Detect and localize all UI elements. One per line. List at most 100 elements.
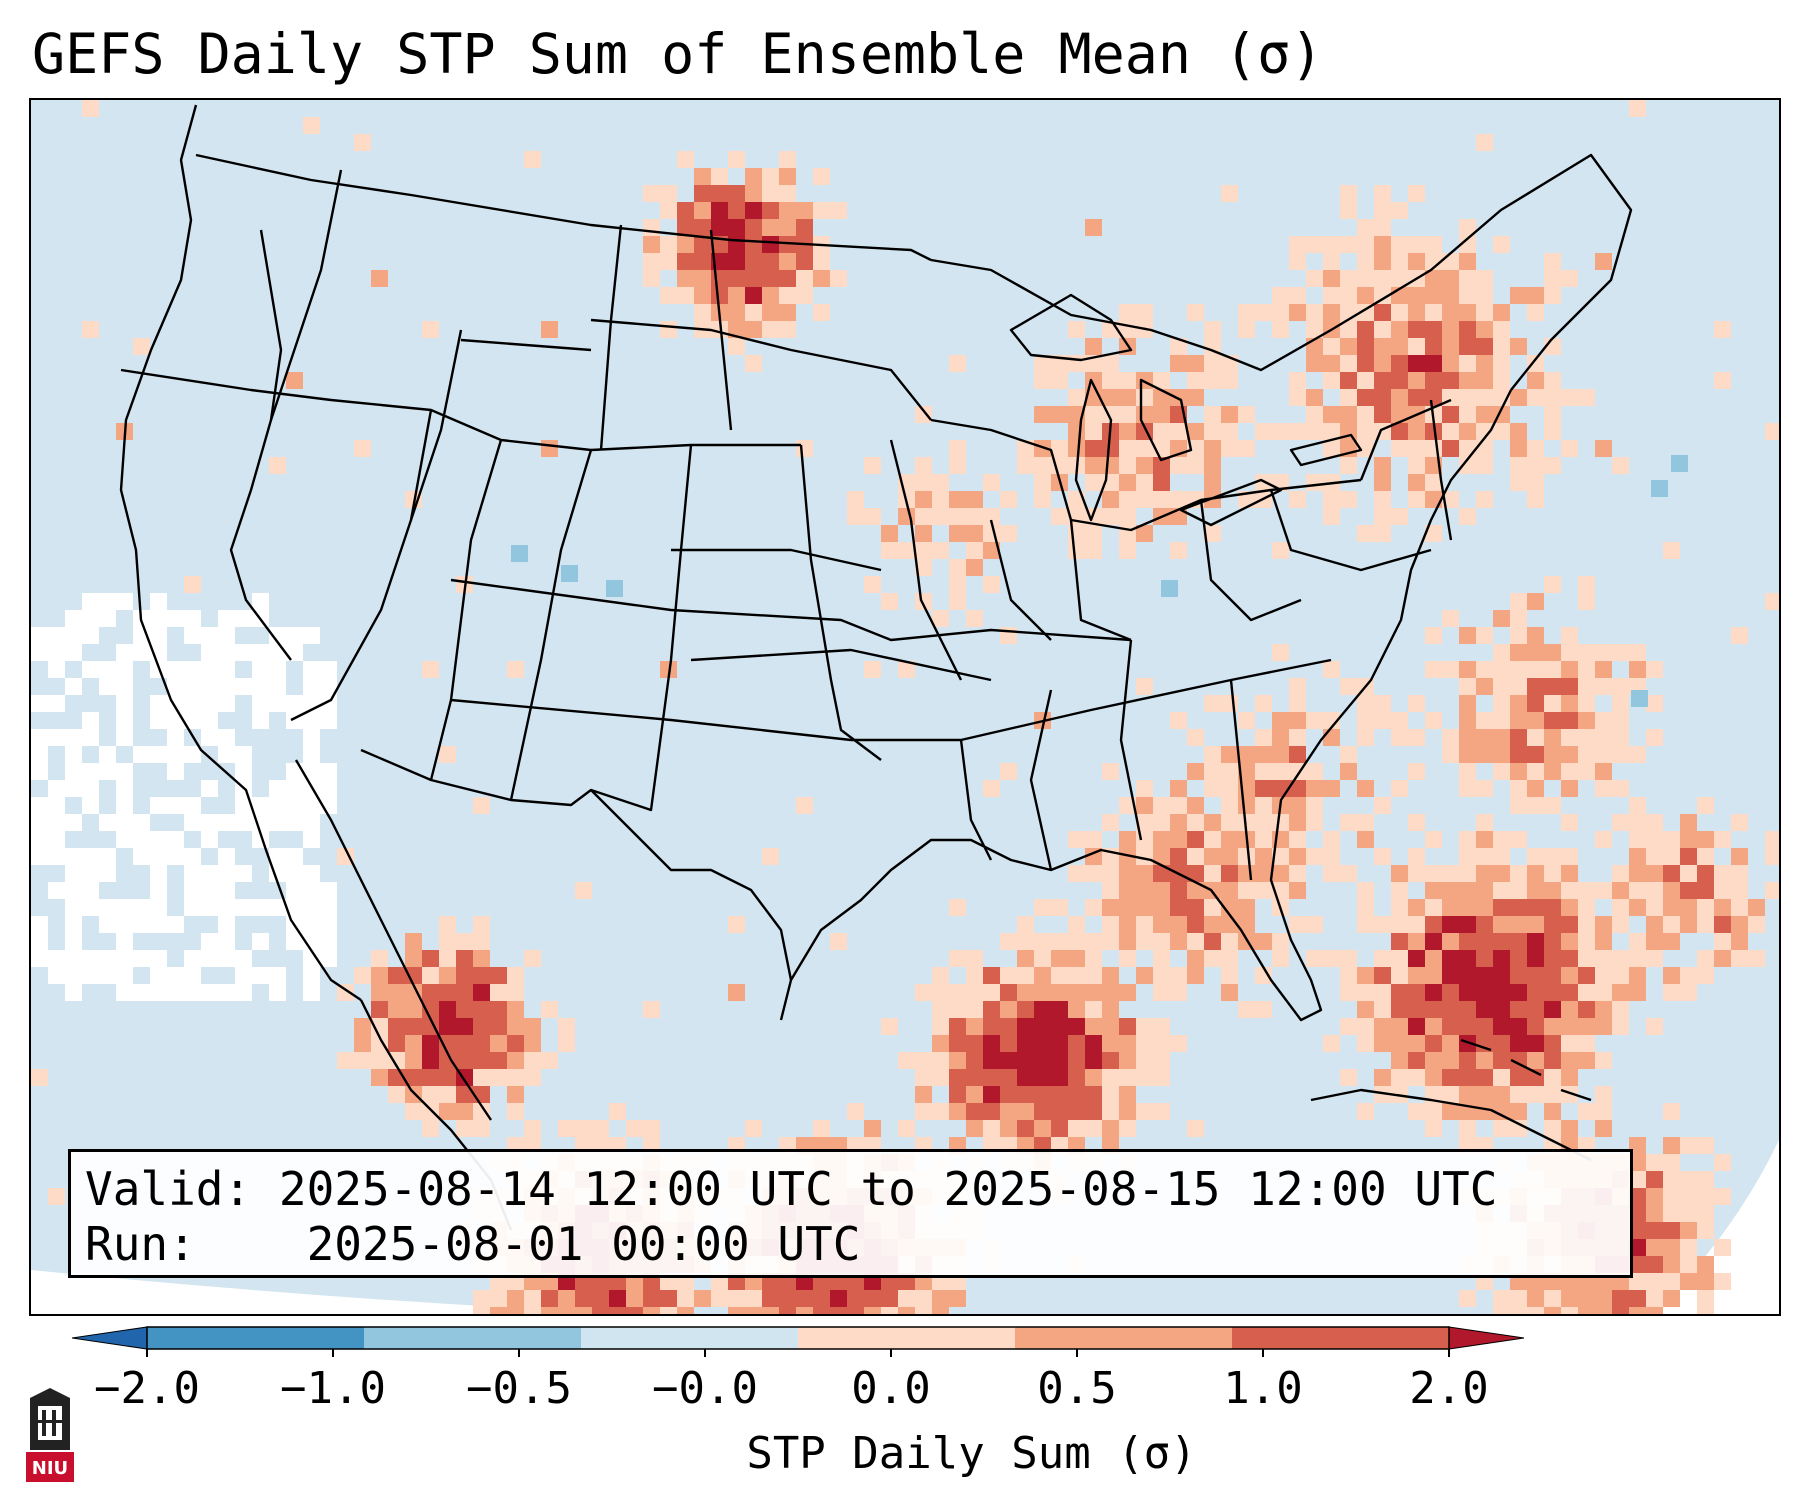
anomaly-cell	[1153, 372, 1170, 389]
anomaly-cell	[473, 916, 490, 933]
anomaly-cell	[1102, 355, 1119, 372]
anomaly-cell	[1612, 729, 1629, 746]
anomaly-cell	[1476, 661, 1493, 678]
anomaly-cell	[1680, 848, 1697, 865]
anomaly-cell	[1561, 389, 1578, 406]
anomaly-cell	[1051, 1035, 1068, 1052]
anomaly-cell	[1085, 406, 1102, 423]
anomaly-cell	[1374, 202, 1391, 219]
anomaly-cell	[99, 967, 116, 984]
anomaly-cell	[1629, 831, 1646, 848]
anomaly-cell	[422, 950, 439, 967]
anomaly-cell	[490, 984, 507, 1001]
anomaly-cell	[643, 185, 660, 202]
anomaly-cell	[507, 1052, 524, 1069]
anomaly-cell	[1340, 491, 1357, 508]
anomaly-cell	[1306, 270, 1323, 287]
anomaly-cell	[1136, 440, 1153, 457]
anomaly-cell	[1102, 967, 1119, 984]
anomaly-cell	[1510, 780, 1527, 797]
anomaly-cell	[1442, 1001, 1459, 1018]
anomaly-cell	[762, 848, 779, 865]
anomaly-cell	[1034, 440, 1051, 457]
anomaly-cell	[286, 797, 303, 814]
anomaly-cell	[1272, 304, 1289, 321]
anomaly-cell	[82, 729, 99, 746]
anomaly-cell	[371, 967, 388, 984]
anomaly-cell	[218, 678, 235, 695]
anomaly-cell	[1272, 644, 1289, 661]
anomaly-cell	[694, 287, 711, 304]
anomaly-cell	[1034, 1086, 1051, 1103]
anomaly-cell	[269, 797, 286, 814]
anomaly-cell	[1000, 984, 1017, 1001]
anomaly-cell	[1561, 763, 1578, 780]
anomaly-cell	[1374, 355, 1391, 372]
anomaly-cell	[439, 984, 456, 1001]
anomaly-cell	[1527, 1086, 1544, 1103]
anomaly-cell	[1357, 967, 1374, 984]
anomaly-cell	[1646, 1273, 1663, 1290]
anomaly-cell	[1646, 950, 1663, 967]
anomaly-cell	[252, 933, 269, 950]
anomaly-cell	[1153, 967, 1170, 984]
anomaly-cell	[1119, 1035, 1136, 1052]
anomaly-cell	[1357, 984, 1374, 1001]
anomaly-cell	[1646, 729, 1663, 746]
anomaly-cell	[1493, 1086, 1510, 1103]
anomaly-cell	[1255, 848, 1272, 865]
anomaly-cell	[881, 1018, 898, 1035]
anomaly-cell	[1204, 406, 1221, 423]
anomaly-cell	[1323, 729, 1340, 746]
anomaly-cell	[1561, 814, 1578, 831]
anomaly-cell	[99, 593, 116, 610]
anomaly-cell	[830, 1290, 847, 1307]
anomaly-cell	[1119, 1018, 1136, 1035]
anomaly-cell	[1493, 865, 1510, 882]
anomaly-cell	[1340, 321, 1357, 338]
anomaly-cell	[949, 457, 966, 474]
anomaly-cell	[1476, 967, 1493, 984]
anomaly-cell	[1425, 882, 1442, 899]
anomaly-cell	[150, 831, 167, 848]
anomaly-cell	[1000, 1052, 1017, 1069]
anomaly-cell	[1187, 355, 1204, 372]
anomaly-cell	[1595, 882, 1612, 899]
anomaly-cell	[1714, 1239, 1731, 1256]
anomaly-cell	[1510, 933, 1527, 950]
anomaly-cell	[422, 1018, 439, 1035]
anomaly-cell	[65, 627, 82, 644]
anomaly-cell	[1425, 967, 1442, 984]
anomaly-cell	[1697, 1171, 1714, 1188]
anomaly-cell	[1221, 933, 1238, 950]
anomaly-cell	[1255, 882, 1272, 899]
anomaly-cell	[1510, 627, 1527, 644]
anomaly-cell	[932, 1035, 949, 1052]
anomaly-cell	[1391, 950, 1408, 967]
anomaly-cell	[1493, 1035, 1510, 1052]
anomaly-cell	[932, 508, 949, 525]
anomaly-cell	[1204, 865, 1221, 882]
anomaly-cell	[1000, 1120, 1017, 1137]
anomaly-cell	[1612, 1001, 1629, 1018]
anomaly-cell	[1493, 1001, 1510, 1018]
anomaly-cell	[1391, 406, 1408, 423]
anomaly-cell	[966, 950, 983, 967]
anomaly-cell	[473, 967, 490, 984]
anomaly-cell-negative	[1671, 455, 1688, 472]
anomaly-cell	[694, 185, 711, 202]
anomaly-cell	[269, 627, 286, 644]
anomaly-cell	[1493, 644, 1510, 661]
anomaly-cell	[1595, 440, 1612, 457]
anomaly-cell	[1476, 916, 1493, 933]
anomaly-cell	[1544, 1103, 1561, 1120]
anomaly-cell	[1119, 831, 1136, 848]
anomaly-cell	[1510, 287, 1527, 304]
anomaly-cell	[1442, 882, 1459, 899]
anomaly-cell	[31, 814, 48, 831]
anomaly-cell	[1527, 1001, 1544, 1018]
anomaly-cell	[1578, 933, 1595, 950]
anomaly-cell	[1663, 1290, 1680, 1307]
anomaly-cell	[371, 1052, 388, 1069]
anomaly-cell	[558, 1035, 575, 1052]
